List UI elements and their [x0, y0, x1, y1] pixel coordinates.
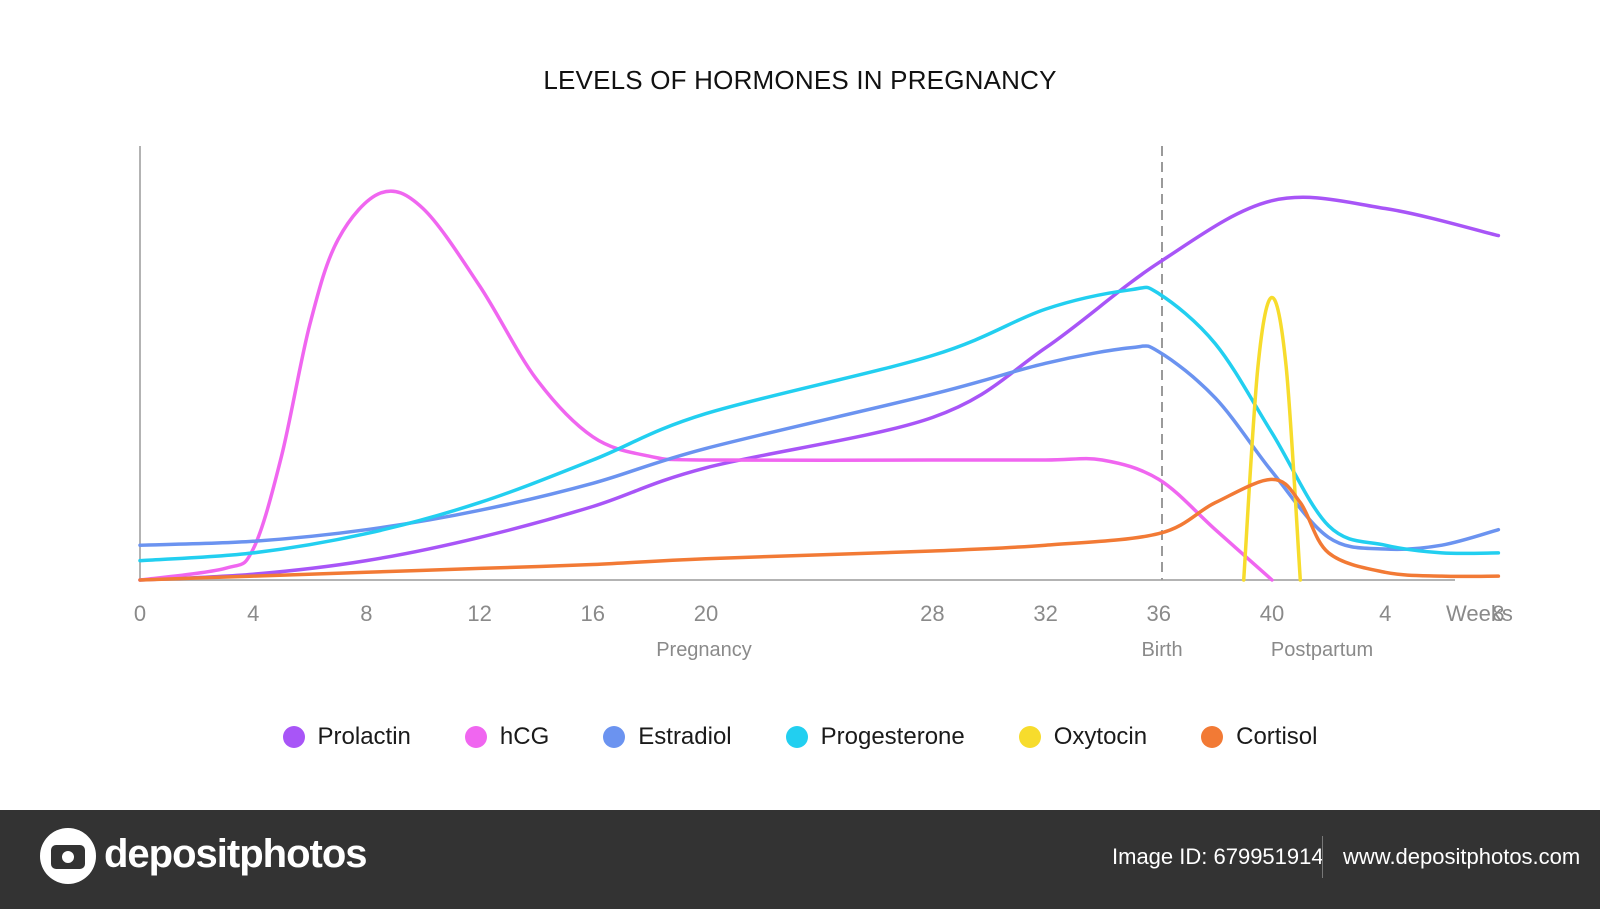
- x-tick-label: 8: [1492, 601, 1504, 626]
- camera-logo-icon[interactable]: [40, 828, 96, 884]
- x-tick-label: 4: [1379, 601, 1391, 626]
- hormone-chart: LEVELS OF HORMONES IN PREGNANCY 0 4 8 12 16 2…: [134, 65, 1513, 661]
- legend-dot-icon: [282, 726, 305, 748]
- image-id: Image ID: 679951914: [1112, 844, 1324, 869]
- series-layer: [138, 189, 1501, 582]
- site-url-link[interactable]: www.depositphotos.com: [1343, 844, 1581, 869]
- legend-label: Cortisol: [1236, 723, 1318, 750]
- legend-label: Estradiol: [638, 723, 732, 750]
- legend: Prolactin hCG Estradiol Progesterone Oxy…: [0, 712, 1600, 762]
- section-label-postpartum: Postpartum: [1271, 639, 1373, 661]
- legend-item-estradiol: Estradiol: [603, 723, 732, 751]
- legend-dot-icon: [785, 726, 808, 748]
- x-tick-label: 12: [467, 601, 491, 626]
- legend-label: Oxytocin: [1053, 723, 1148, 750]
- series-line-hcg: [138, 189, 1274, 582]
- legend-dot-icon: [603, 726, 626, 748]
- legend-dot-icon: [464, 726, 487, 748]
- series-line-prolactin: [138, 195, 1501, 582]
- legend-item-hcg: hCG: [464, 723, 550, 751]
- x-tick-label: 28: [920, 601, 944, 626]
- footer-divider: [1322, 836, 1323, 878]
- series-line-progesterone: [138, 285, 1501, 563]
- legend-dot-icon: [1201, 726, 1224, 748]
- x-tick-label: 0: [134, 601, 146, 626]
- x-tick-labels: 0 4 8 12 16 20 28 32 36 40 4 8: [134, 601, 1505, 626]
- x-tick-label: 40: [1260, 601, 1284, 626]
- legend-label: Progesterone: [820, 723, 965, 750]
- x-tick-label: 4: [247, 601, 259, 626]
- chart-area: LEVELS OF HORMONES IN PREGNANCY 0 4 8 12 16 2…: [134, 65, 1513, 661]
- logo-text[interactable]: depositphotos: [104, 832, 368, 876]
- section-label-birth: Birth: [1141, 639, 1182, 661]
- footer-bar: depositphotos Image ID: 679951914 www.de…: [0, 810, 1600, 909]
- legend-dot-icon: [1018, 726, 1041, 748]
- series-line-estradiol: [138, 344, 1501, 552]
- x-tick-label: 8: [360, 601, 372, 626]
- legend-item-prolactin: Prolactin: [282, 723, 411, 751]
- x-tick-label: 32: [1033, 601, 1057, 626]
- legend-item-oxytocin: Oxytocin: [1018, 723, 1148, 751]
- chart-axes: [139, 146, 1455, 581]
- chart-title: LEVELS OF HORMONES IN PREGNANCY: [543, 65, 1056, 95]
- legend-item-progesterone: Progesterone: [785, 723, 965, 751]
- x-tick-label: 16: [581, 601, 605, 626]
- legend-item-cortisol: Cortisol: [1201, 723, 1317, 751]
- x-tick-label: 20: [694, 601, 718, 626]
- legend-label: Prolactin: [317, 723, 411, 750]
- x-unit-label: Weeks: [1446, 601, 1513, 626]
- section-label-pregnancy: Pregnancy: [656, 639, 752, 661]
- x-tick-label: 36: [1147, 601, 1171, 626]
- series-line-oxytocin: [1241, 295, 1303, 582]
- legend-label: hCG: [499, 723, 550, 750]
- series-line-cortisol: [138, 477, 1501, 582]
